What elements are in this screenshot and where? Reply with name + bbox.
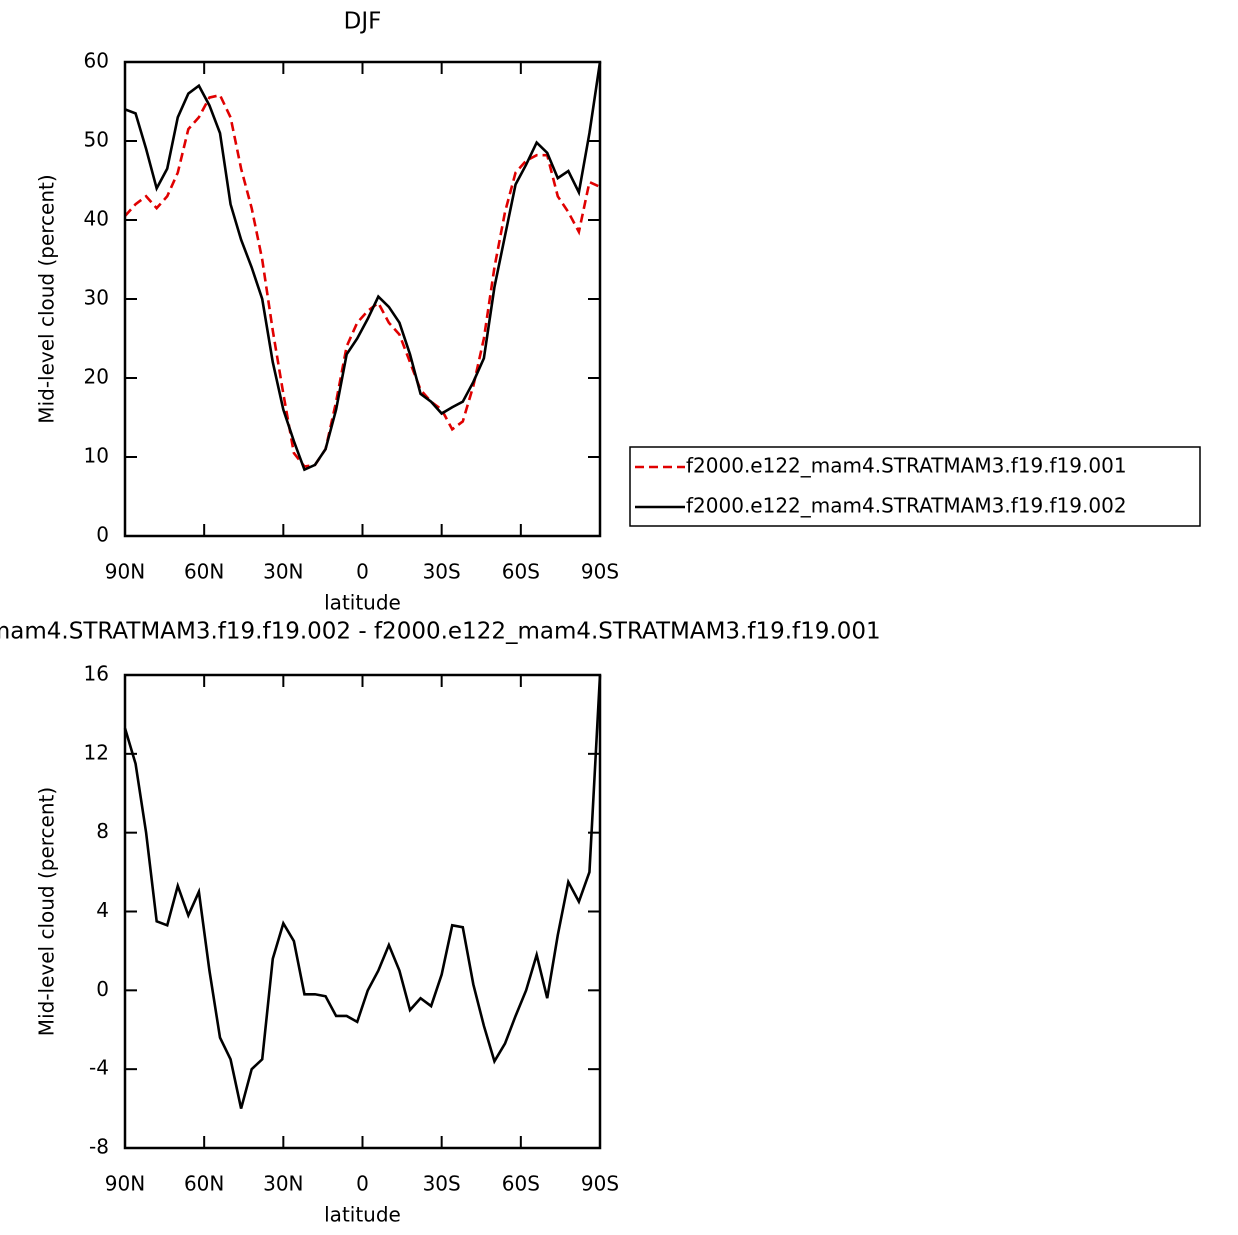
y-tick-label: 8: [96, 819, 109, 843]
chart-title: f2000.e122_mam4.STRATMAM3.f19.f19.002 - …: [0, 619, 881, 645]
y-tick-label: -8: [89, 1135, 109, 1159]
x-tick-label: 90S: [581, 1172, 619, 1196]
y-tick-label: 12: [84, 740, 109, 764]
plot-frame: [123, 60, 602, 538]
x-tick-label: 30N: [263, 560, 303, 584]
y-tick-label: 10: [84, 444, 109, 468]
x-tick-label: 60S: [502, 560, 540, 584]
y-tick-label: 30: [84, 286, 109, 310]
data-line: [124, 93, 601, 468]
y-tick-label: 20: [84, 365, 109, 389]
y-tick-label: 60: [84, 49, 109, 73]
y-tick-label: 0: [96, 523, 109, 547]
y-axis-label: Mid-level cloud (percent): [35, 787, 59, 1036]
x-axis-label: latitude: [324, 1203, 401, 1227]
data-line: [124, 61, 602, 472]
x-tick-label: 60N: [184, 560, 224, 584]
y-tick-label: -4: [89, 1056, 109, 1080]
x-tick-label: 30S: [423, 1172, 461, 1196]
x-tick-label: 0: [356, 1172, 369, 1196]
legend-label: f2000.e122_mam4.STRATMAM3.f19.f19.002: [686, 494, 1127, 518]
x-tick-label: 90N: [105, 1172, 145, 1196]
x-tick-label: 60S: [502, 1172, 540, 1196]
y-tick-label: 50: [84, 128, 109, 152]
x-tick-label: 90S: [581, 560, 619, 584]
chart-title: DJF: [344, 9, 382, 35]
x-tick-label: 30N: [263, 1172, 303, 1196]
plot-frame: [123, 673, 602, 1150]
x-tick-label: 0: [356, 560, 369, 584]
y-tick-label: 16: [84, 662, 109, 686]
data-line: [123, 674, 602, 1109]
x-axis-label: latitude: [324, 591, 401, 615]
x-tick-label: 90N: [105, 560, 145, 584]
x-tick-label: 30S: [423, 560, 461, 584]
y-tick-label: 0: [96, 977, 109, 1001]
legend-label: f2000.e122_mam4.STRATMAM3.f19.f19.001: [686, 454, 1127, 478]
legend-box: [629, 446, 1201, 527]
y-axis-label: Mid-level cloud (percent): [35, 174, 59, 423]
x-tick-label: 60N: [184, 1172, 224, 1196]
y-tick-label: 4: [96, 898, 109, 922]
y-tick-label: 40: [84, 207, 109, 231]
